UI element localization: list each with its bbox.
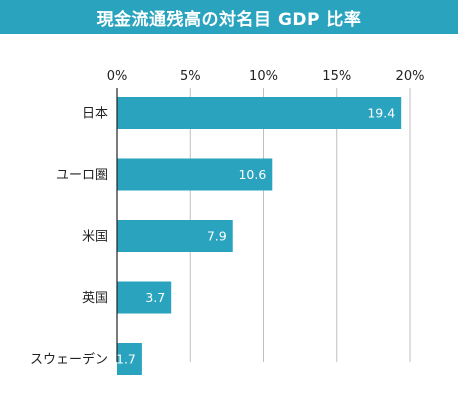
x-tick-label: 15% [322,69,351,84]
bar-value-label: 10.6 [238,167,266,182]
bar [117,158,273,191]
bar-value-label: 19.4 [367,106,395,121]
bar [117,343,142,375]
category-label: 英国 [82,291,108,306]
category-label: 米国 [82,230,108,245]
category-label: ユーロ圏 [56,168,108,183]
x-axis-ticks: 0% 5% 10% 15% 20% [107,69,425,84]
bars: 19.4 10.6 7.9 3.7 1.7 [116,97,402,375]
bar-value-label: 7.9 [207,229,227,244]
x-tick-label: 5% [180,69,201,84]
x-tick-label: 10% [249,69,278,84]
bar [117,97,402,129]
bar [117,220,233,252]
x-tick-label: 20% [396,69,425,84]
category-label: スウェーデン [30,352,108,368]
category-label: 日本 [82,107,108,122]
bar [117,281,172,314]
bar-value-label: 3.7 [145,290,165,305]
chart-title-bar: 現金流通残高の対名目 GDP 比率 [0,0,458,34]
x-tick-label: 0% [107,69,128,84]
chart-title: 現金流通残高の対名目 GDP 比率 [96,9,362,30]
bar-value-label: 1.7 [116,352,136,367]
